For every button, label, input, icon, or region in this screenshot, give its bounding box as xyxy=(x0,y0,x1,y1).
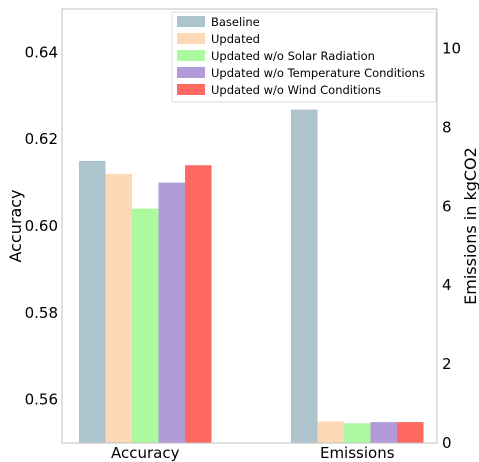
bar-emissions-baseline xyxy=(291,109,318,443)
left-axis-label: Accuracy xyxy=(6,189,25,262)
legend-swatch xyxy=(177,84,205,95)
plot-frame xyxy=(61,8,438,444)
legend-frame xyxy=(171,11,437,103)
bar-accuracy-updated xyxy=(105,173,132,444)
x-tick-label: Accuracy xyxy=(111,444,180,462)
legend-swatch xyxy=(177,33,205,44)
legend-label: Updated w/o Solar Radiation xyxy=(211,49,375,63)
bars-group xyxy=(79,109,424,444)
right-tick-label: 0 xyxy=(442,434,452,452)
left-tick-label: 0.58 xyxy=(25,304,58,322)
legend-label: Baseline xyxy=(211,15,260,29)
legend-swatch xyxy=(177,16,205,27)
bar-emissions-updated-w-o-temperature-conditions xyxy=(370,422,397,443)
bar-emissions-updated-w-o-wind-conditions xyxy=(397,422,424,443)
right-axis-ticks: 0 2 4 6 8 10 xyxy=(442,39,461,452)
right-axis-label: Emissions in kgCO2 xyxy=(461,147,479,305)
right-tick-label: 2 xyxy=(442,355,452,373)
bar-accuracy-baseline xyxy=(79,160,106,443)
right-tick-label: 8 xyxy=(442,118,452,136)
bar-accuracy-updated-w-o-solar-radiation xyxy=(132,208,159,443)
legend-swatch xyxy=(177,67,205,78)
right-tick-label: 10 xyxy=(442,39,461,57)
left-tick-label: 0.60 xyxy=(25,217,58,235)
right-tick-label: 4 xyxy=(442,276,452,294)
legend: Baseline Updated Updated w/o Solar Radiati… xyxy=(171,11,437,103)
left-tick-label: 0.56 xyxy=(25,391,58,409)
bar-emissions-updated-w-o-solar-radiation xyxy=(344,423,371,443)
right-tick-label: 6 xyxy=(442,197,452,215)
bar-accuracy-updated-w-o-temperature-conditions xyxy=(158,182,185,443)
bar-emissions-updated xyxy=(317,421,344,443)
legend-label: Updated xyxy=(211,32,260,46)
left-axis-ticks: 0.56 0.58 0.60 0.62 0.64 xyxy=(25,43,58,408)
x-axis-ticks: Accuracy Emissions xyxy=(111,444,395,462)
bar-accuracy-updated-w-o-wind-conditions xyxy=(185,165,212,444)
legend-label: Updated w/o Wind Conditions xyxy=(211,83,381,97)
legend-swatch xyxy=(177,50,205,61)
left-tick-label: 0.62 xyxy=(25,130,58,148)
legend-label: Updated w/o Temperature Conditions xyxy=(211,66,425,80)
x-tick-label: Emissions xyxy=(320,444,395,462)
left-tick-label: 0.64 xyxy=(25,43,58,61)
